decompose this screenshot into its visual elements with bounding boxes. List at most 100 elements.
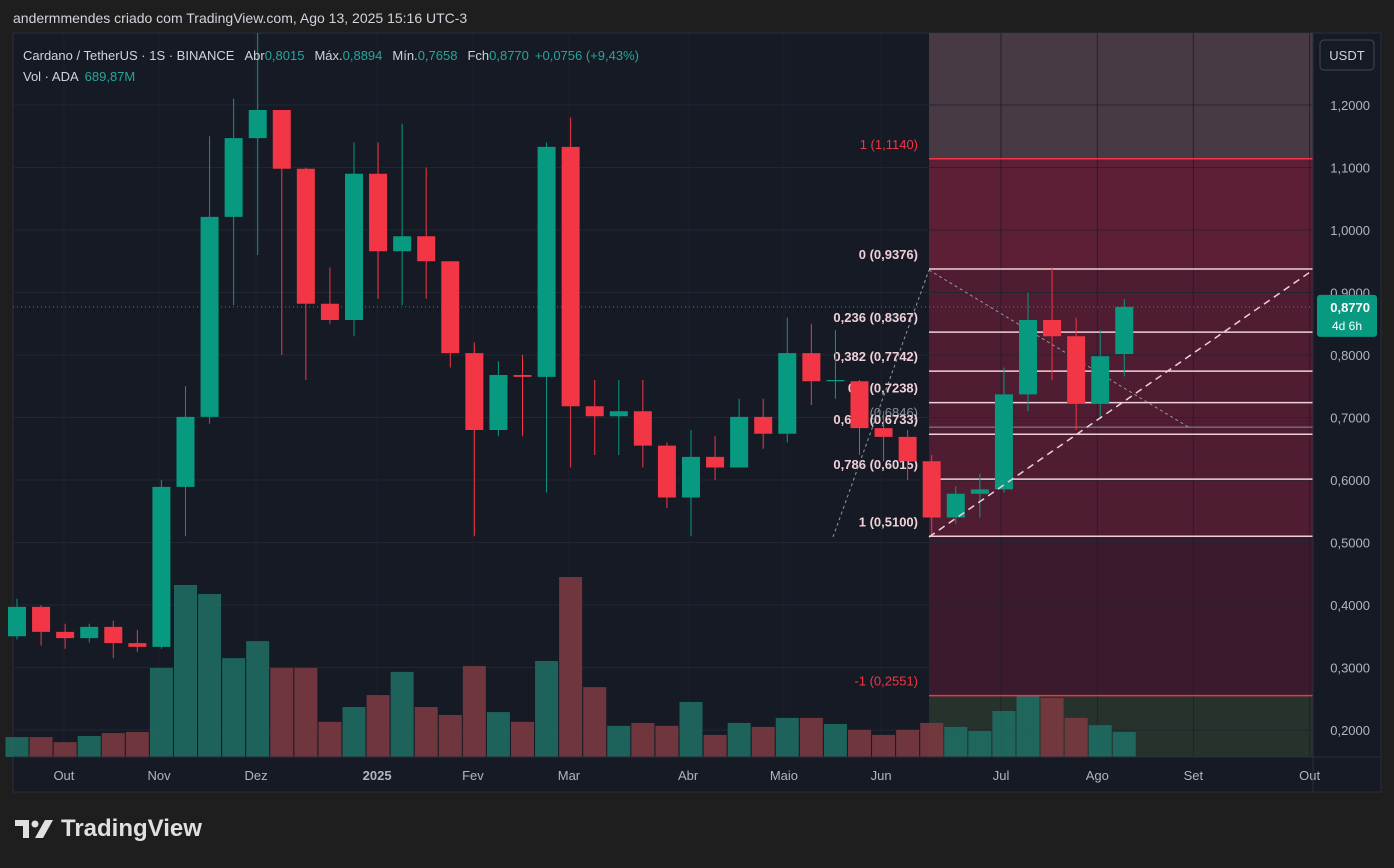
ohlc-item: Máx.0,8894 [314, 45, 382, 66]
y-tick-label: 0,5000 [1330, 536, 1370, 551]
volume-bar [535, 661, 559, 757]
fib-label: -1 (0,2551) [854, 674, 918, 689]
volume-bar [246, 641, 270, 757]
x-tick-label: Jul [993, 768, 1010, 783]
volume-bar [29, 737, 53, 757]
candle-body [513, 375, 532, 377]
volume-bar [294, 667, 318, 757]
symbol: Cardano / TetherUS · 1S · BINANCE [23, 48, 235, 63]
candle-body [585, 406, 604, 417]
candle-body [224, 138, 243, 217]
fib-label: 0,786 (0,6015) [833, 457, 918, 472]
candle-body [152, 486, 171, 647]
candle-body [1043, 320, 1062, 337]
fib-label: 0,618 (0,6733) [833, 412, 918, 427]
candle-body [754, 416, 773, 434]
volume-bar [559, 577, 583, 757]
candle-body [7, 606, 26, 637]
volume-bar [342, 707, 366, 757]
ohlc-label: Mín. [392, 48, 418, 63]
y-tick-label: 0,7000 [1330, 411, 1370, 426]
candle-body [176, 416, 195, 487]
ohlc-label: Fch [467, 48, 490, 63]
fib-band [929, 33, 1313, 159]
currency-button[interactable] [1319, 39, 1375, 71]
candle-body [104, 626, 123, 644]
candle-body [128, 643, 147, 647]
volume-bar [751, 726, 775, 757]
ohlc-item: Abr0,8015 [244, 45, 304, 66]
volume-bar [77, 735, 101, 757]
candle-body [1115, 306, 1134, 355]
price-tag-label: 0,8770 [1330, 300, 1370, 315]
y-tick-label: 1,1000 [1330, 161, 1370, 176]
candle-body [320, 303, 339, 320]
legend: Cardano / TetherUS · 1S · BINANCE Abr0,8… [23, 45, 639, 87]
candle-body [1067, 336, 1086, 404]
candle-body [994, 394, 1013, 490]
candle-body [970, 489, 989, 494]
candle-body [681, 456, 700, 498]
volume-bar [5, 737, 29, 757]
fib-band [929, 158, 1313, 269]
ohlc-item: Mín.0,7658 [392, 45, 457, 66]
ohlc-value: 0,8770 [489, 48, 529, 63]
volume-bar [486, 712, 510, 757]
ohlc-label: Abr [244, 48, 265, 63]
candle-body [898, 436, 917, 462]
y-tick-label: 0,4000 [1330, 598, 1370, 613]
candle-body [248, 110, 267, 139]
candle-body [200, 216, 219, 417]
candle-body [657, 445, 676, 498]
candle-body [369, 173, 388, 252]
volume-bar [510, 721, 534, 757]
candle-body [850, 381, 869, 429]
volume-bar [992, 711, 1016, 757]
volume-bar [823, 724, 847, 757]
volume-bar [727, 722, 751, 757]
fib-trend [832, 269, 930, 538]
x-tick-label: Ago [1086, 768, 1109, 783]
fib-label: (0,6846) [870, 405, 918, 420]
x-tick-label: Abr [678, 768, 699, 783]
volume-bar [944, 726, 968, 757]
currency[interactable]: USDT [1329, 48, 1364, 63]
volume-bar [366, 695, 390, 757]
candle-body [441, 261, 460, 354]
volume-bar [703, 734, 727, 757]
candle-body [344, 173, 363, 320]
x-tick-label: Fev [462, 768, 484, 783]
candle-body [561, 146, 580, 407]
ohlc-value: 0,7658 [417, 48, 458, 63]
volume-name: Vol · ADA [23, 69, 79, 84]
candle-body [826, 380, 845, 382]
attribution: andermmendes criado com TradingView.com,… [13, 10, 468, 26]
volume-bar [1088, 725, 1112, 757]
ohlc-item: Fch0,8770 [467, 45, 528, 66]
ohlc-value: 0,8894 [342, 48, 383, 63]
volume-bar [1040, 697, 1064, 757]
y-tick-label: 1,0000 [1330, 223, 1370, 238]
candle-body [802, 353, 821, 382]
y-tick-label: 1,2000 [1330, 98, 1370, 113]
candle-body [417, 236, 436, 262]
change: +0,0756 (+9,43%) [534, 48, 639, 63]
brand: TradingView [15, 815, 202, 843]
volume-bar [1112, 732, 1136, 757]
volume-bar [775, 717, 799, 757]
volume-bar [414, 707, 438, 757]
candle-body [922, 461, 941, 518]
volume-bar [968, 730, 992, 757]
volume-bar [1064, 717, 1088, 757]
y-tick-label: 0,8000 [1330, 348, 1370, 363]
fib-label: 1 (1,1140) [860, 137, 918, 152]
fib-label: 0,382 (0,7742) [833, 349, 918, 364]
candle-body [874, 428, 893, 437]
y-tick-label: 0,3000 [1330, 661, 1370, 676]
ohlc-label: Máx. [314, 48, 343, 63]
volume-bar [607, 725, 631, 757]
candle-body [465, 353, 484, 430]
price-tag [1317, 294, 1377, 337]
candle-body [706, 456, 725, 468]
